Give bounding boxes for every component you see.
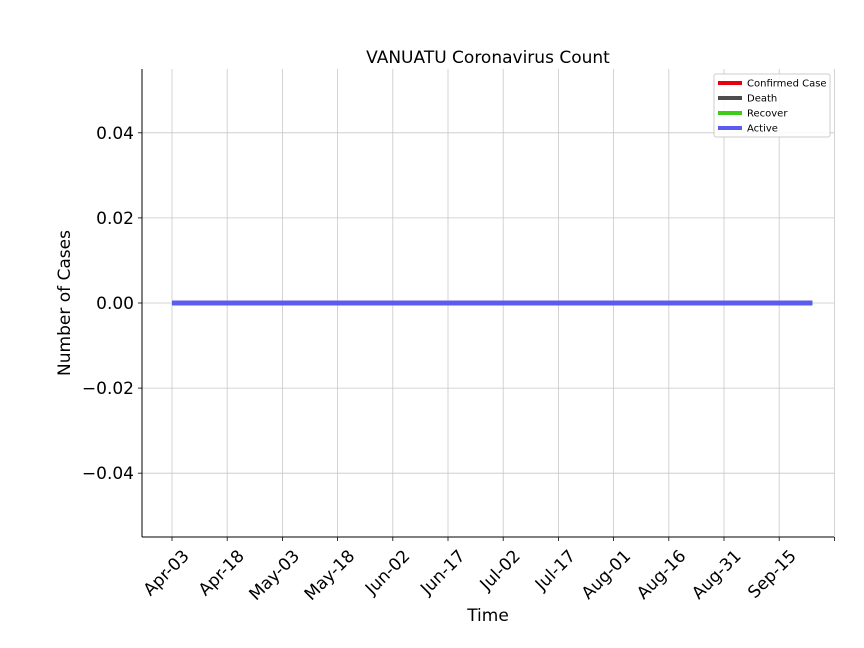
chart-title: VANUATU Coronavirus Count [366,48,610,68]
y-tick-label: 0.00 [96,294,134,314]
y-tick-label: −0.04 [82,464,134,484]
legend-label: Active [747,124,778,135]
x-tick-label: Apr-03 [140,546,194,600]
legend-label: Confirmed Case [747,79,827,90]
x-tick-label: Aug-01 [578,546,635,603]
legend-label: Death [747,94,777,105]
y-tick-label: 0.04 [96,124,134,144]
x-tick-label: May-03 [246,546,304,604]
x-axis-label: Time [466,606,509,626]
legend-label: Recover [747,109,788,120]
x-tick-label: May-18 [301,546,359,604]
x-tick-label: Sep-15 [744,546,800,602]
x-tick-label: Jun-02 [361,546,414,599]
axes [138,69,835,541]
x-tick-label: Aug-31 [688,546,745,603]
legend: Confirmed Case Death Recover Active [713,73,831,138]
x-tick-label: Jul-17 [531,546,580,595]
x-tick-label: Apr-18 [195,546,249,600]
legend-box [713,73,831,138]
x-tick-label: Jul-02 [476,546,525,595]
x-tick-label: Jun-17 [416,546,469,599]
y-tick-label: 0.02 [96,209,134,229]
y-axis-label: Number of Cases [55,230,75,376]
x-tick-label: Aug-16 [633,546,690,603]
y-tick-label: −0.02 [82,379,134,399]
